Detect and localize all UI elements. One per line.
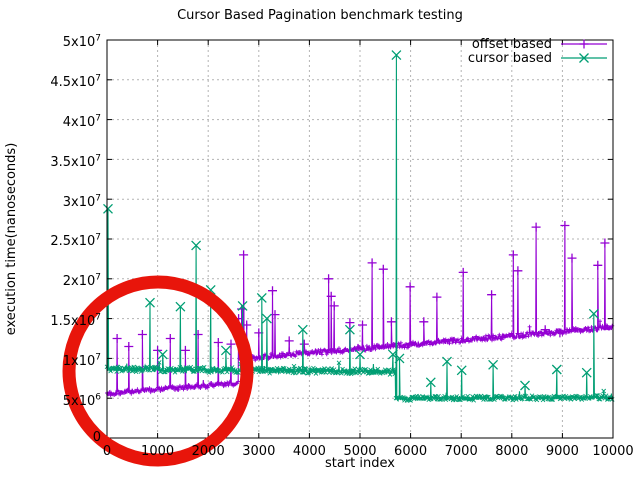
chart-title: Cursor Based Pagination benchmark testin… — [177, 8, 463, 23]
x-tick-label: 6000 — [394, 444, 428, 459]
y-tick-label: 4x107 — [62, 113, 101, 130]
y-tick-label: 4.5x107 — [50, 73, 101, 91]
grid — [106, 39, 614, 439]
x-tick-label: 0 — [102, 444, 112, 459]
x-tick-label: 7000 — [444, 444, 478, 459]
x-tick-label: 5000 — [343, 444, 377, 459]
offset-based-series — [105, 221, 615, 398]
x-tick-label: 8000 — [495, 444, 529, 459]
x-tick-label: 10000 — [592, 444, 634, 459]
x-tick-label: 9000 — [545, 444, 579, 459]
y-tick-label: 5x106 — [62, 392, 101, 409]
legend-line-sample-offset — [561, 39, 607, 49]
y-tick-label: 2x107 — [62, 272, 101, 290]
legend-label-offset-based: offset based — [471, 37, 552, 52]
x-tick-label: 4000 — [292, 444, 326, 459]
y-axis-title: execution time(nanoseconds) — [4, 142, 19, 336]
red-circle-annotation — [62, 275, 254, 467]
legend-line-sample-cursor — [561, 53, 607, 63]
y-tick-label: 1.5x107 — [50, 312, 101, 329]
x-axis-title: start index — [325, 456, 395, 471]
legend-item-cursor-based: cursor based — [467, 50, 609, 66]
x-tick-label: 2000 — [191, 444, 225, 459]
y-tick-label: 3.5x107 — [50, 153, 101, 170]
legend-item-offset-based: offset based — [468, 36, 609, 52]
y-tick-label: 2.5x107 — [50, 233, 101, 250]
x-tick-label: 1000 — [141, 444, 175, 459]
y-tick-label: 5x107 — [62, 34, 101, 51]
y-tick-label: 3x107 — [62, 193, 101, 210]
y-tick-label: 1x107 — [62, 352, 101, 369]
legend-label-cursor-based: cursor based — [467, 51, 552, 66]
cursor-based-series — [103, 50, 615, 403]
legend: offset based cursor based — [467, 36, 609, 66]
y-tick-label: 0 — [92, 430, 101, 445]
x-tick-label: 3000 — [242, 444, 276, 459]
